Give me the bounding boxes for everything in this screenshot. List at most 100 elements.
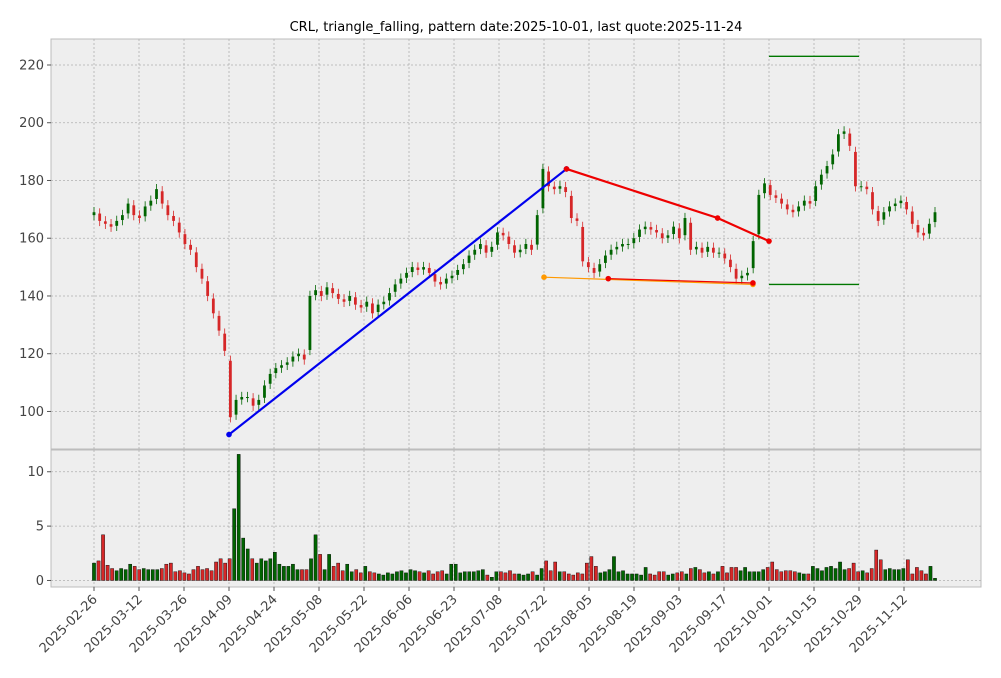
volume-bar bbox=[833, 568, 838, 581]
volume-bar bbox=[132, 566, 137, 581]
volume-bar bbox=[309, 558, 313, 581]
candle-body bbox=[643, 226, 647, 230]
volume-y-tick-label: 5 bbox=[36, 520, 44, 535]
candle-body bbox=[496, 232, 499, 245]
volume-bar bbox=[449, 563, 453, 581]
volume-bar bbox=[146, 569, 151, 581]
candle-body bbox=[393, 284, 397, 292]
price-y-tick-label: 140 bbox=[19, 289, 44, 304]
volume-bar bbox=[802, 573, 806, 581]
candle-body bbox=[922, 232, 926, 236]
candle-body bbox=[649, 227, 653, 230]
volume-bar bbox=[707, 571, 711, 581]
candle-body bbox=[729, 259, 732, 268]
volume-bar bbox=[716, 571, 720, 581]
candle-body bbox=[217, 315, 221, 331]
volume-bar bbox=[783, 570, 788, 581]
pattern-point bbox=[714, 215, 721, 221]
volume-bar bbox=[218, 558, 223, 581]
candle-body bbox=[916, 225, 920, 233]
volume-bar bbox=[503, 572, 508, 581]
candle-body bbox=[734, 268, 738, 279]
volume-bar bbox=[295, 569, 300, 581]
candle-body bbox=[547, 171, 550, 187]
volume-bar bbox=[919, 570, 924, 581]
volume-bar bbox=[639, 574, 643, 581]
volume-bar bbox=[693, 567, 698, 581]
volume-bar bbox=[318, 554, 322, 581]
candle-body bbox=[757, 194, 761, 235]
volume-bar bbox=[901, 568, 906, 581]
candle-body bbox=[905, 201, 908, 210]
candle-body bbox=[98, 213, 102, 221]
candle-body bbox=[405, 272, 408, 278]
candle-body bbox=[910, 211, 914, 224]
volume-bar bbox=[395, 571, 399, 581]
candle-body bbox=[160, 191, 164, 204]
volume-bar bbox=[313, 534, 318, 581]
volume-bar bbox=[354, 569, 359, 581]
candle-body bbox=[700, 247, 704, 253]
volume-bar bbox=[331, 566, 336, 581]
candle-body bbox=[865, 186, 869, 190]
volume-bar bbox=[408, 569, 413, 581]
candle-body bbox=[177, 222, 181, 233]
volume-bar bbox=[928, 566, 933, 581]
volume-bar bbox=[933, 578, 937, 581]
volume-bar bbox=[431, 573, 435, 581]
volume-bar bbox=[598, 572, 603, 581]
volume-bar bbox=[499, 571, 503, 581]
pattern-line-rise bbox=[228, 168, 568, 436]
volume-bar bbox=[485, 574, 490, 581]
volume-bar bbox=[860, 570, 865, 581]
volume-bar bbox=[689, 568, 693, 581]
candle-body bbox=[535, 215, 539, 245]
volume-bar bbox=[227, 558, 232, 581]
candle-body bbox=[194, 252, 198, 268]
volume-bar bbox=[856, 571, 860, 581]
volume-bar bbox=[467, 571, 472, 581]
volume-bar bbox=[481, 569, 485, 581]
candle-body bbox=[683, 218, 687, 236]
candle-body bbox=[172, 215, 175, 221]
candle-body bbox=[632, 238, 636, 244]
volume-bar bbox=[241, 537, 246, 581]
volume-bar bbox=[580, 573, 585, 581]
volume-bar bbox=[675, 572, 680, 581]
volume-bar bbox=[178, 570, 182, 581]
candle-body bbox=[115, 220, 119, 226]
candle-body bbox=[479, 244, 482, 249]
candle-body bbox=[501, 232, 505, 236]
candle-body bbox=[365, 301, 369, 307]
candle-body bbox=[780, 198, 783, 204]
candle-body bbox=[234, 399, 238, 415]
volume-bar bbox=[698, 569, 702, 581]
price-y-tick-label: 180 bbox=[19, 174, 44, 189]
candle-body bbox=[717, 252, 721, 254]
candle-body bbox=[586, 262, 590, 268]
volume-bar bbox=[322, 569, 327, 581]
volume-bar bbox=[734, 567, 738, 581]
candle-body bbox=[285, 362, 289, 365]
candle-body bbox=[791, 209, 795, 213]
volume-bar bbox=[340, 570, 345, 581]
candle-body bbox=[257, 399, 261, 405]
candle-body bbox=[211, 298, 215, 314]
volume-bar bbox=[363, 566, 368, 581]
volume-bar bbox=[557, 571, 562, 581]
candle-body bbox=[371, 303, 374, 314]
candle-body bbox=[518, 249, 522, 253]
volume-bar bbox=[720, 566, 725, 581]
volume-bar bbox=[648, 573, 652, 581]
candle-body bbox=[467, 255, 471, 263]
volume-bar bbox=[571, 574, 576, 581]
volume-bar bbox=[182, 572, 187, 581]
candle-body bbox=[206, 281, 210, 296]
pattern-point bbox=[605, 275, 612, 282]
candle-body bbox=[814, 186, 818, 201]
volume-bar bbox=[232, 508, 236, 581]
candle-body bbox=[240, 397, 244, 400]
candle-body bbox=[604, 255, 607, 263]
candle-body bbox=[564, 187, 568, 193]
